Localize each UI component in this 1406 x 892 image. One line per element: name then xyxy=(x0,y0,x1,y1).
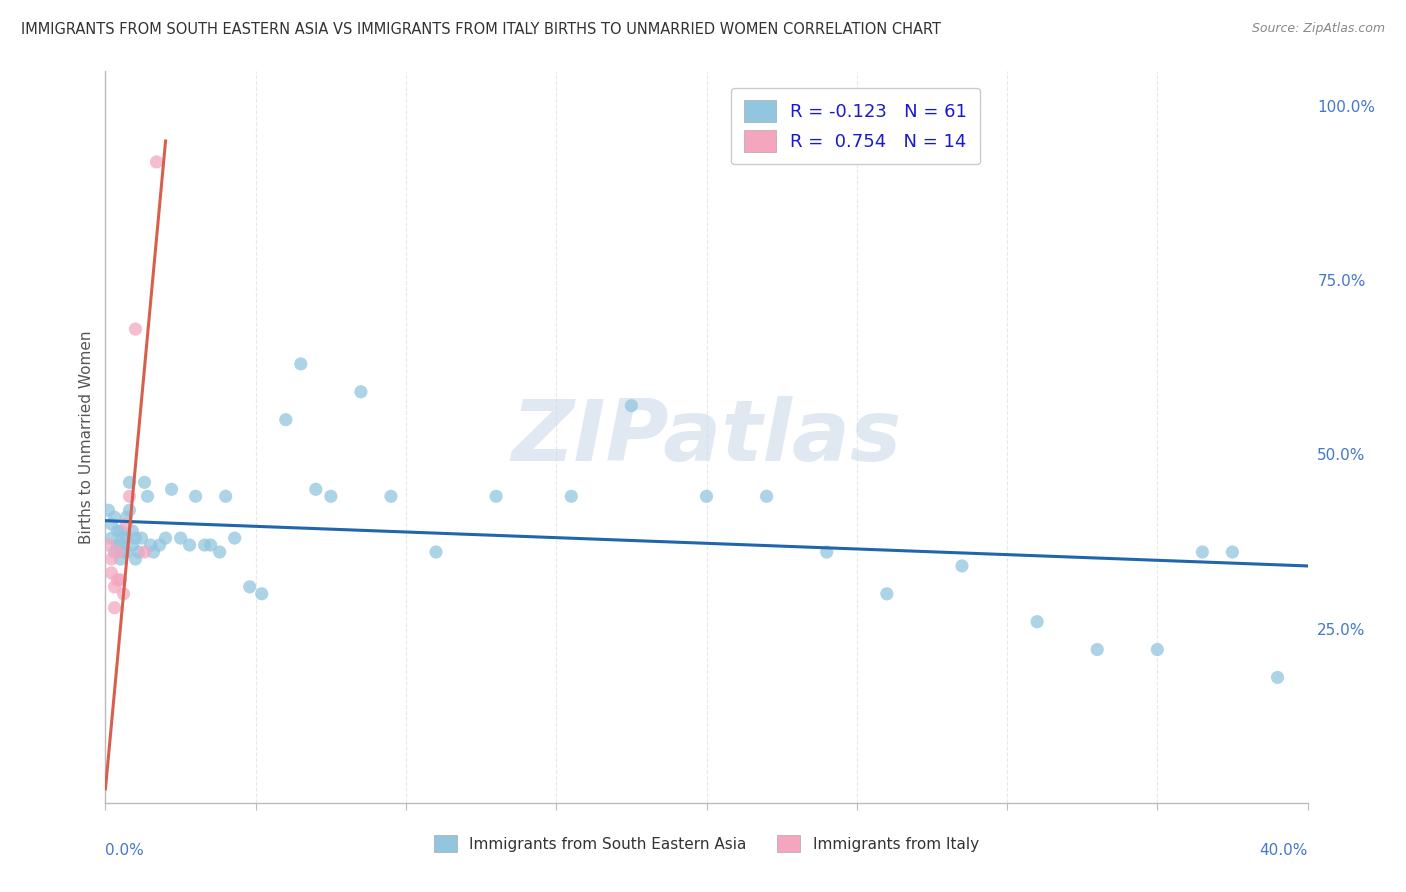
Point xyxy=(1085,642,1108,657)
Point xyxy=(112,587,135,601)
Point xyxy=(112,545,135,559)
Text: 0.0%: 0.0% xyxy=(105,843,145,858)
Point xyxy=(876,587,898,601)
Point xyxy=(319,489,342,503)
Point xyxy=(1026,615,1049,629)
Point xyxy=(110,573,132,587)
Point xyxy=(214,489,236,503)
Text: 40.0%: 40.0% xyxy=(1260,843,1308,858)
Point xyxy=(179,538,201,552)
Point xyxy=(107,545,129,559)
Point xyxy=(1267,670,1289,684)
Point xyxy=(134,545,156,559)
Point xyxy=(208,545,231,559)
Point xyxy=(145,155,167,169)
Point xyxy=(224,531,246,545)
Point xyxy=(305,483,328,497)
Point xyxy=(118,503,141,517)
Point xyxy=(160,483,183,497)
Point xyxy=(100,517,122,532)
Point xyxy=(115,545,138,559)
Point xyxy=(696,489,718,503)
Point xyxy=(103,600,125,615)
Y-axis label: Births to Unmarried Women: Births to Unmarried Women xyxy=(79,330,94,544)
Point xyxy=(485,489,508,503)
Point xyxy=(200,538,222,552)
Point xyxy=(350,384,373,399)
Point xyxy=(121,524,143,538)
Point xyxy=(239,580,262,594)
Point xyxy=(128,545,150,559)
Point xyxy=(380,489,402,503)
Point xyxy=(115,531,138,545)
Point xyxy=(110,538,132,552)
Text: ZIPatlas: ZIPatlas xyxy=(512,395,901,479)
Point xyxy=(110,524,132,538)
Point xyxy=(124,531,146,545)
Point xyxy=(620,399,643,413)
Point xyxy=(103,580,125,594)
Point xyxy=(815,545,838,559)
Point xyxy=(97,538,120,552)
Point xyxy=(250,587,273,601)
Point xyxy=(142,545,165,559)
Point xyxy=(103,510,125,524)
Point xyxy=(118,489,141,503)
Point xyxy=(110,552,132,566)
Point xyxy=(124,552,146,566)
Point xyxy=(112,531,135,545)
Point xyxy=(148,538,170,552)
Point xyxy=(290,357,312,371)
Point xyxy=(134,475,156,490)
Point xyxy=(274,412,297,426)
Point xyxy=(755,489,778,503)
Point xyxy=(136,489,159,503)
Point xyxy=(139,538,162,552)
Point xyxy=(950,558,973,573)
Point xyxy=(560,489,582,503)
Point xyxy=(100,552,122,566)
Point xyxy=(155,531,177,545)
Point xyxy=(107,538,129,552)
Text: IMMIGRANTS FROM SOUTH EASTERN ASIA VS IMMIGRANTS FROM ITALY BIRTHS TO UNMARRIED : IMMIGRANTS FROM SOUTH EASTERN ASIA VS IM… xyxy=(21,22,941,37)
Point xyxy=(115,510,138,524)
Point xyxy=(97,503,120,517)
Point xyxy=(115,517,138,532)
Point xyxy=(184,489,207,503)
Point xyxy=(124,322,146,336)
Point xyxy=(194,538,217,552)
Point xyxy=(1222,545,1244,559)
Point xyxy=(1146,642,1168,657)
Point xyxy=(107,573,129,587)
Text: Source: ZipAtlas.com: Source: ZipAtlas.com xyxy=(1251,22,1385,36)
Point xyxy=(121,538,143,552)
Point xyxy=(1191,545,1213,559)
Point xyxy=(107,524,129,538)
Point xyxy=(131,531,153,545)
Point xyxy=(425,545,447,559)
Point xyxy=(103,545,125,559)
Point xyxy=(169,531,191,545)
Point xyxy=(100,566,122,580)
Legend: Immigrants from South Eastern Asia, Immigrants from Italy: Immigrants from South Eastern Asia, Immi… xyxy=(426,828,987,860)
Point xyxy=(100,531,122,545)
Point xyxy=(118,475,141,490)
